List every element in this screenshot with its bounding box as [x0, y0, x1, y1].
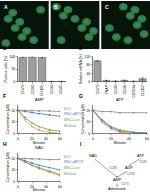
svg-text:AMP: AMP — [113, 178, 122, 182]
svg-text:40: 40 — [127, 137, 131, 141]
svg-text:Minutes: Minutes — [33, 188, 46, 192]
svg-text:40: 40 — [44, 185, 48, 189]
svg-text:20: 20 — [30, 137, 34, 141]
svg-text:ATP: ATP — [116, 97, 124, 102]
svg-text:10: 10 — [86, 120, 90, 124]
svg-text:MSC+APCP: MSC+APCP — [64, 160, 84, 164]
svg-text:CD39: CD39 — [114, 85, 118, 94]
svg-text:B: B — [54, 4, 58, 10]
svg-text:CD45: CD45 — [59, 85, 63, 94]
svg-text:NAD: NAD — [35, 145, 44, 150]
svg-text:MSC: MSC — [64, 107, 72, 111]
svg-text:20: 20 — [11, 157, 15, 161]
svg-text:CD90: CD90 — [31, 85, 35, 94]
svg-text:CD203a: CD203a — [132, 85, 136, 98]
svg-text:Concentration (µM): Concentration (µM) — [6, 152, 10, 182]
svg-text:D: D — [3, 45, 7, 51]
svg-text:CD34: CD34 — [50, 85, 54, 94]
svg-text:Minutes: Minutes — [33, 141, 46, 145]
svg-text:CD39: CD39 — [139, 160, 147, 164]
svg-text:0: 0 — [88, 80, 90, 84]
svg-text:I: I — [80, 141, 82, 147]
svg-text:0: 0 — [13, 180, 15, 184]
svg-text:10: 10 — [11, 120, 15, 124]
svg-text:Medium: Medium — [64, 124, 77, 128]
svg-text:60: 60 — [145, 137, 149, 141]
svg-text:20: 20 — [109, 137, 113, 141]
svg-text:0: 0 — [13, 132, 15, 136]
svg-text:AMP: AMP — [35, 97, 44, 102]
svg-text:TNAP: TNAP — [105, 84, 109, 94]
svg-text:MSC+Lev: MSC+Lev — [64, 166, 80, 170]
svg-text:MSC+APCP: MSC+APCP — [64, 112, 84, 116]
svg-text:CD73: CD73 — [21, 85, 25, 94]
svg-text:ADP: ADP — [125, 166, 133, 170]
svg-text:ATP: ATP — [137, 154, 145, 158]
svg-text:H: H — [3, 141, 7, 147]
svg-text:Medium: Medium — [64, 172, 77, 176]
svg-text:80: 80 — [86, 63, 90, 67]
svg-text:40: 40 — [44, 137, 48, 141]
svg-text:0: 0 — [13, 80, 15, 84]
svg-text:E: E — [79, 45, 83, 51]
svg-text:0: 0 — [92, 137, 94, 141]
svg-text:CD38: CD38 — [123, 85, 127, 94]
svg-text:20: 20 — [30, 185, 34, 189]
svg-text:MSC: MSC — [64, 155, 72, 159]
svg-text:10: 10 — [11, 168, 15, 172]
svg-text:MSC+Lev: MSC+Lev — [64, 118, 80, 122]
svg-text:Concentration (µM): Concentration (µM) — [6, 104, 10, 134]
svg-text:20: 20 — [86, 109, 90, 113]
svg-text:0: 0 — [17, 137, 19, 141]
svg-text:CD39: CD39 — [127, 172, 135, 176]
svg-text:Relative mRNA (%): Relative mRNA (%) — [79, 54, 83, 84]
svg-text:F: F — [3, 93, 6, 99]
svg-text:CD73: CD73 — [96, 85, 100, 94]
svg-text:Concentration (µM): Concentration (µM) — [81, 104, 85, 134]
svg-text:120: 120 — [84, 55, 90, 59]
svg-text:C: C — [105, 4, 109, 10]
svg-text:CD73: CD73 — [121, 182, 129, 186]
svg-text:CD38: CD38 — [109, 166, 117, 170]
svg-text:60: 60 — [58, 185, 62, 189]
svg-text:20: 20 — [11, 109, 15, 113]
svg-text:50: 50 — [11, 67, 15, 71]
svg-text:40: 40 — [86, 72, 90, 76]
svg-text:Adenosine: Adenosine — [108, 187, 126, 191]
svg-text:60: 60 — [58, 137, 62, 141]
svg-text:A: A — [4, 4, 8, 10]
svg-text:CD157: CD157 — [141, 85, 145, 96]
svg-text:0: 0 — [88, 132, 90, 136]
svg-text:CD105: CD105 — [40, 85, 44, 96]
svg-text:Minutes: Minutes — [114, 141, 127, 145]
svg-text:Positive cells (%): Positive cells (%) — [4, 56, 8, 83]
svg-text:100: 100 — [9, 55, 15, 59]
svg-text:NAD: NAD — [89, 154, 97, 158]
svg-text:0: 0 — [17, 185, 19, 189]
svg-text:G: G — [79, 93, 83, 99]
